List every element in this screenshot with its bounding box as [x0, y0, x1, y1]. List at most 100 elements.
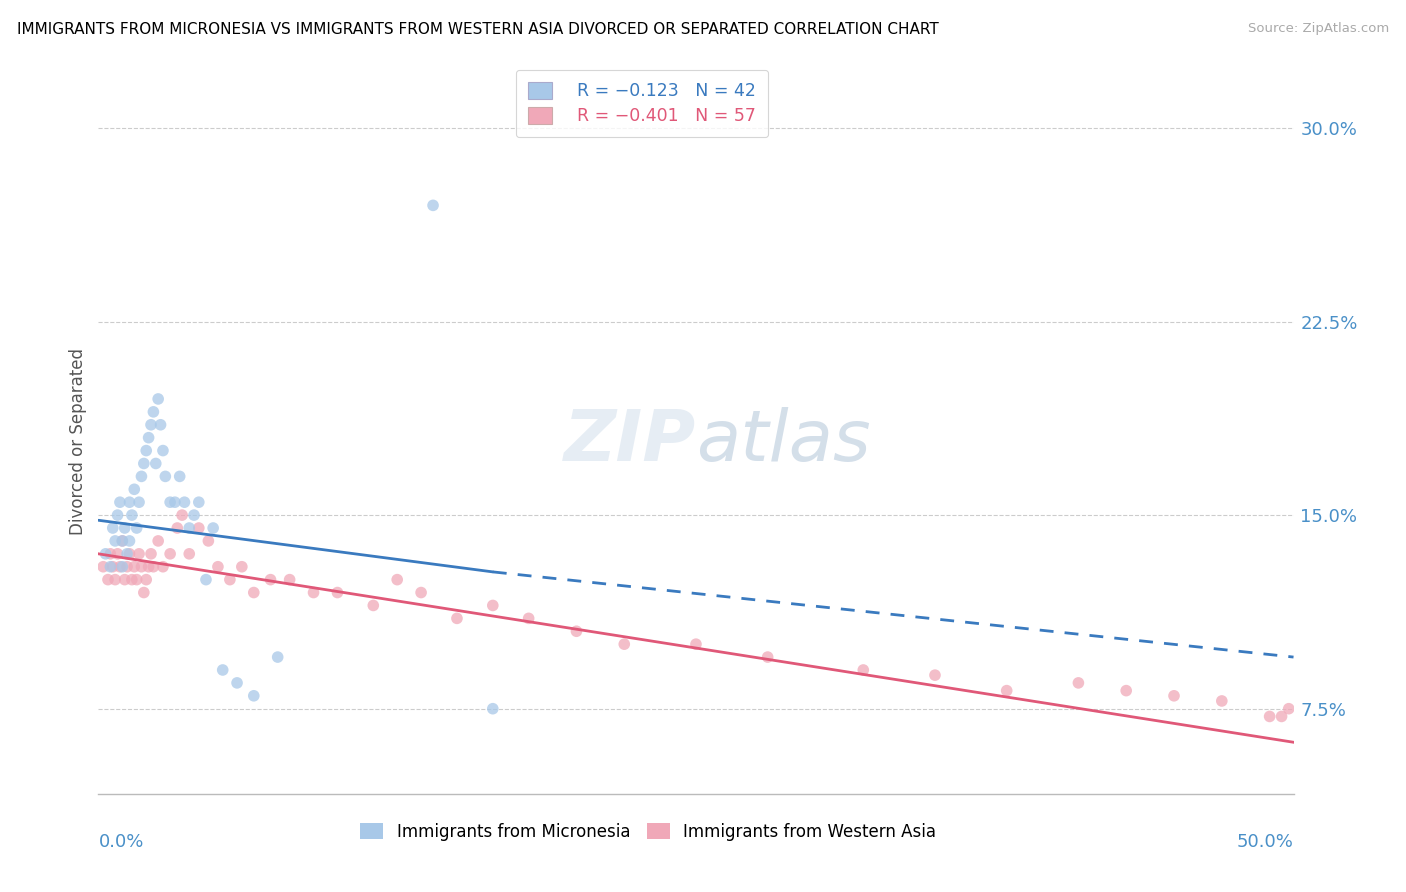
Point	[101, 559, 124, 574]
Point	[139, 417, 162, 432]
Point	[132, 585, 155, 599]
Point	[149, 417, 172, 432]
Point	[169, 469, 191, 483]
Point	[243, 585, 266, 599]
Point	[111, 533, 134, 548]
Point	[159, 547, 181, 561]
Text: 0.0%: 0.0%	[98, 832, 143, 851]
Point	[1163, 689, 1185, 703]
Legend: Immigrants from Micronesia, Immigrants from Western Asia: Immigrants from Micronesia, Immigrants f…	[352, 814, 945, 849]
Text: ZIP: ZIP	[564, 407, 696, 476]
Point	[179, 547, 201, 561]
Point	[852, 663, 875, 677]
Point	[98, 559, 122, 574]
Point	[98, 547, 122, 561]
Text: IMMIGRANTS FROM MICRONESIA VS IMMIGRANTS FROM WESTERN ASIA DIVORCED OR SEPARATED: IMMIGRANTS FROM MICRONESIA VS IMMIGRANTS…	[17, 22, 939, 37]
Text: atlas: atlas	[696, 407, 870, 476]
Point	[179, 521, 201, 535]
Point	[207, 559, 229, 574]
Point	[124, 559, 146, 574]
Point	[565, 624, 588, 639]
Point	[124, 483, 146, 497]
Point	[115, 547, 138, 561]
Point	[183, 508, 205, 522]
Point	[1211, 694, 1233, 708]
Y-axis label: Divorced or Separated: Divorced or Separated	[69, 348, 87, 535]
Point	[1258, 709, 1281, 723]
Point	[108, 559, 131, 574]
Point	[326, 585, 349, 599]
Point	[94, 547, 117, 561]
Point	[91, 559, 114, 574]
Point	[159, 495, 181, 509]
Point	[173, 495, 195, 509]
Point	[481, 702, 505, 716]
Point	[197, 533, 219, 548]
Point	[166, 521, 188, 535]
Point	[924, 668, 946, 682]
Point	[115, 559, 138, 574]
Point	[135, 443, 157, 458]
Text: 50.0%: 50.0%	[1237, 832, 1294, 851]
Point	[259, 573, 281, 587]
Point	[756, 650, 779, 665]
Point	[195, 573, 218, 587]
Point	[121, 508, 143, 522]
Point	[121, 573, 143, 587]
Point	[267, 650, 290, 665]
Point	[685, 637, 707, 651]
Point	[128, 547, 150, 561]
Point	[446, 611, 468, 625]
Point	[118, 495, 141, 509]
Point	[107, 508, 129, 522]
Point	[202, 521, 225, 535]
Point	[128, 495, 150, 509]
Point	[138, 431, 160, 445]
Point	[142, 405, 165, 419]
Point	[363, 599, 385, 613]
Point	[226, 676, 249, 690]
Point	[172, 508, 194, 522]
Point	[995, 683, 1018, 698]
Point	[1278, 702, 1301, 716]
Point	[613, 637, 636, 651]
Point	[104, 573, 127, 587]
Point	[111, 533, 134, 548]
Point	[148, 533, 170, 548]
Point	[481, 599, 505, 613]
Point	[125, 521, 148, 535]
Point	[1067, 676, 1090, 690]
Point	[104, 533, 127, 548]
Point	[118, 547, 141, 561]
Point	[422, 198, 444, 212]
Point	[145, 457, 167, 471]
Point	[243, 689, 266, 703]
Point	[101, 521, 124, 535]
Point	[142, 559, 165, 574]
Point	[411, 585, 433, 599]
Point	[211, 663, 233, 677]
Point	[1271, 709, 1294, 723]
Point	[278, 573, 301, 587]
Point	[385, 573, 409, 587]
Point	[302, 585, 325, 599]
Point	[97, 573, 120, 587]
Text: Source: ZipAtlas.com: Source: ZipAtlas.com	[1249, 22, 1389, 36]
Point	[155, 469, 177, 483]
Point	[231, 559, 253, 574]
Point	[219, 573, 242, 587]
Point	[131, 559, 153, 574]
Point	[118, 533, 141, 548]
Point	[187, 495, 209, 509]
Point	[517, 611, 540, 625]
Point	[139, 547, 162, 561]
Point	[114, 573, 136, 587]
Point	[132, 457, 155, 471]
Point	[111, 559, 134, 574]
Point	[114, 521, 136, 535]
Point	[152, 443, 174, 458]
Point	[148, 392, 170, 406]
Point	[187, 521, 209, 535]
Point	[152, 559, 174, 574]
Point	[107, 547, 129, 561]
